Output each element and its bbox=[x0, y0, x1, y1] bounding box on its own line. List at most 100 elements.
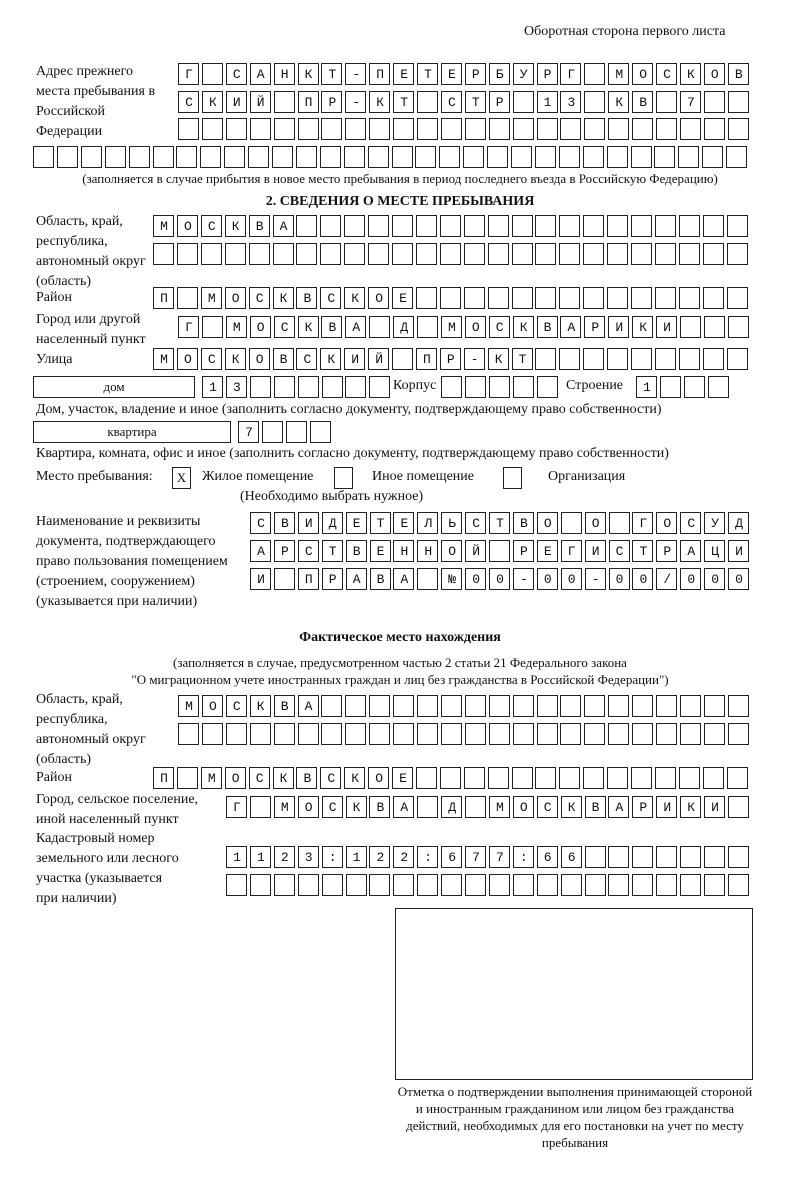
char-cell[interactable] bbox=[441, 540, 463, 562]
char-cell[interactable] bbox=[584, 512, 606, 534]
char-cell[interactable] bbox=[225, 376, 247, 398]
char-cell[interactable] bbox=[368, 348, 390, 370]
char-cell[interactable] bbox=[345, 796, 367, 818]
place-checkbox-other[interactable] bbox=[334, 467, 353, 489]
char-cell[interactable] bbox=[297, 118, 319, 140]
char-cell[interactable] bbox=[607, 287, 629, 309]
char-cell[interactable] bbox=[226, 874, 247, 896]
char-cell[interactable] bbox=[678, 243, 700, 265]
char-cell[interactable] bbox=[512, 91, 534, 113]
char-cell[interactable] bbox=[678, 146, 700, 168]
char-cell[interactable] bbox=[249, 118, 271, 140]
char-cell[interactable] bbox=[272, 348, 294, 370]
char-cell[interactable] bbox=[704, 540, 726, 562]
char-cell[interactable] bbox=[320, 767, 342, 789]
char-cell[interactable] bbox=[392, 215, 413, 237]
char-cell[interactable] bbox=[153, 215, 174, 237]
char-cell[interactable] bbox=[703, 63, 725, 85]
char-cell[interactable] bbox=[704, 874, 725, 896]
char-cell[interactable] bbox=[417, 695, 438, 717]
char-cell[interactable] bbox=[654, 287, 676, 309]
char-cell[interactable] bbox=[656, 568, 678, 590]
char-cell[interactable] bbox=[654, 146, 676, 168]
char-cell[interactable] bbox=[104, 146, 126, 168]
char-cell[interactable] bbox=[415, 146, 437, 168]
char-cell[interactable] bbox=[702, 215, 724, 237]
char-cell[interactable] bbox=[488, 63, 510, 85]
char-cell[interactable] bbox=[489, 568, 510, 590]
char-cell[interactable] bbox=[441, 846, 463, 868]
char-cell[interactable] bbox=[560, 846, 582, 868]
char-cell[interactable] bbox=[680, 540, 702, 562]
char-cell[interactable] bbox=[560, 568, 582, 590]
char-cell[interactable] bbox=[465, 796, 486, 818]
char-cell[interactable] bbox=[488, 695, 510, 717]
char-cell[interactable] bbox=[248, 146, 270, 168]
char-cell[interactable] bbox=[636, 376, 657, 398]
char-cell[interactable] bbox=[393, 796, 415, 818]
char-cell[interactable] bbox=[345, 376, 367, 398]
char-cell[interactable] bbox=[559, 243, 581, 265]
char-cell[interactable] bbox=[656, 91, 677, 113]
char-cell[interactable] bbox=[512, 874, 534, 896]
char-cell[interactable] bbox=[464, 63, 486, 85]
char-cell[interactable] bbox=[273, 846, 295, 868]
char-cell[interactable] bbox=[535, 767, 557, 789]
char-cell[interactable] bbox=[512, 568, 534, 590]
char-cell[interactable] bbox=[726, 348, 748, 370]
char-cell[interactable] bbox=[536, 695, 558, 717]
char-cell[interactable] bbox=[200, 348, 222, 370]
char-cell[interactable] bbox=[225, 316, 247, 338]
char-cell[interactable] bbox=[680, 796, 702, 818]
char-cell[interactable] bbox=[272, 243, 294, 265]
char-cell[interactable] bbox=[320, 215, 342, 237]
char-cell[interactable] bbox=[176, 146, 198, 168]
char-cell[interactable] bbox=[369, 376, 391, 398]
char-cell[interactable] bbox=[345, 723, 367, 745]
char-cell[interactable] bbox=[465, 512, 487, 534]
char-cell[interactable] bbox=[224, 348, 246, 370]
char-cell[interactable] bbox=[201, 695, 223, 717]
char-cell[interactable] bbox=[249, 91, 271, 113]
char-cell[interactable] bbox=[273, 63, 295, 85]
char-cell[interactable] bbox=[439, 348, 461, 370]
char-cell[interactable] bbox=[607, 348, 629, 370]
char-cell[interactable] bbox=[225, 118, 247, 140]
char-cell[interactable] bbox=[273, 91, 295, 113]
char-cell[interactable] bbox=[680, 512, 702, 534]
char-cell[interactable] bbox=[224, 243, 246, 265]
char-cell[interactable] bbox=[608, 568, 630, 590]
char-cell[interactable] bbox=[249, 796, 271, 818]
char-cell[interactable] bbox=[417, 568, 439, 590]
char-cell[interactable] bbox=[200, 767, 222, 789]
char-cell[interactable] bbox=[511, 767, 533, 789]
char-cell[interactable] bbox=[465, 846, 486, 868]
char-cell[interactable] bbox=[238, 421, 259, 443]
char-cell[interactable] bbox=[417, 91, 438, 113]
char-cell[interactable] bbox=[393, 91, 415, 113]
char-cell[interactable] bbox=[728, 540, 749, 562]
char-cell[interactable] bbox=[464, 723, 486, 745]
char-cell[interactable] bbox=[559, 215, 581, 237]
char-cell[interactable] bbox=[679, 63, 701, 85]
char-cell[interactable] bbox=[511, 287, 533, 309]
char-cell[interactable] bbox=[369, 316, 391, 338]
char-cell[interactable] bbox=[249, 695, 271, 717]
char-cell[interactable] bbox=[178, 63, 199, 85]
char-cell[interactable] bbox=[727, 316, 749, 338]
char-cell[interactable] bbox=[439, 767, 461, 789]
char-cell[interactable] bbox=[707, 376, 729, 398]
char-cell[interactable] bbox=[463, 243, 485, 265]
char-cell[interactable] bbox=[272, 767, 294, 789]
char-cell[interactable] bbox=[512, 540, 534, 562]
char-cell[interactable] bbox=[488, 796, 510, 818]
char-cell[interactable] bbox=[702, 146, 724, 168]
char-cell[interactable] bbox=[200, 287, 222, 309]
char-cell[interactable] bbox=[201, 91, 223, 113]
char-cell[interactable] bbox=[512, 796, 534, 818]
char-cell[interactable] bbox=[632, 695, 654, 717]
char-cell[interactable] bbox=[369, 723, 391, 745]
char-cell[interactable] bbox=[297, 512, 319, 534]
char-cell[interactable] bbox=[285, 421, 307, 443]
char-cell[interactable] bbox=[345, 540, 367, 562]
